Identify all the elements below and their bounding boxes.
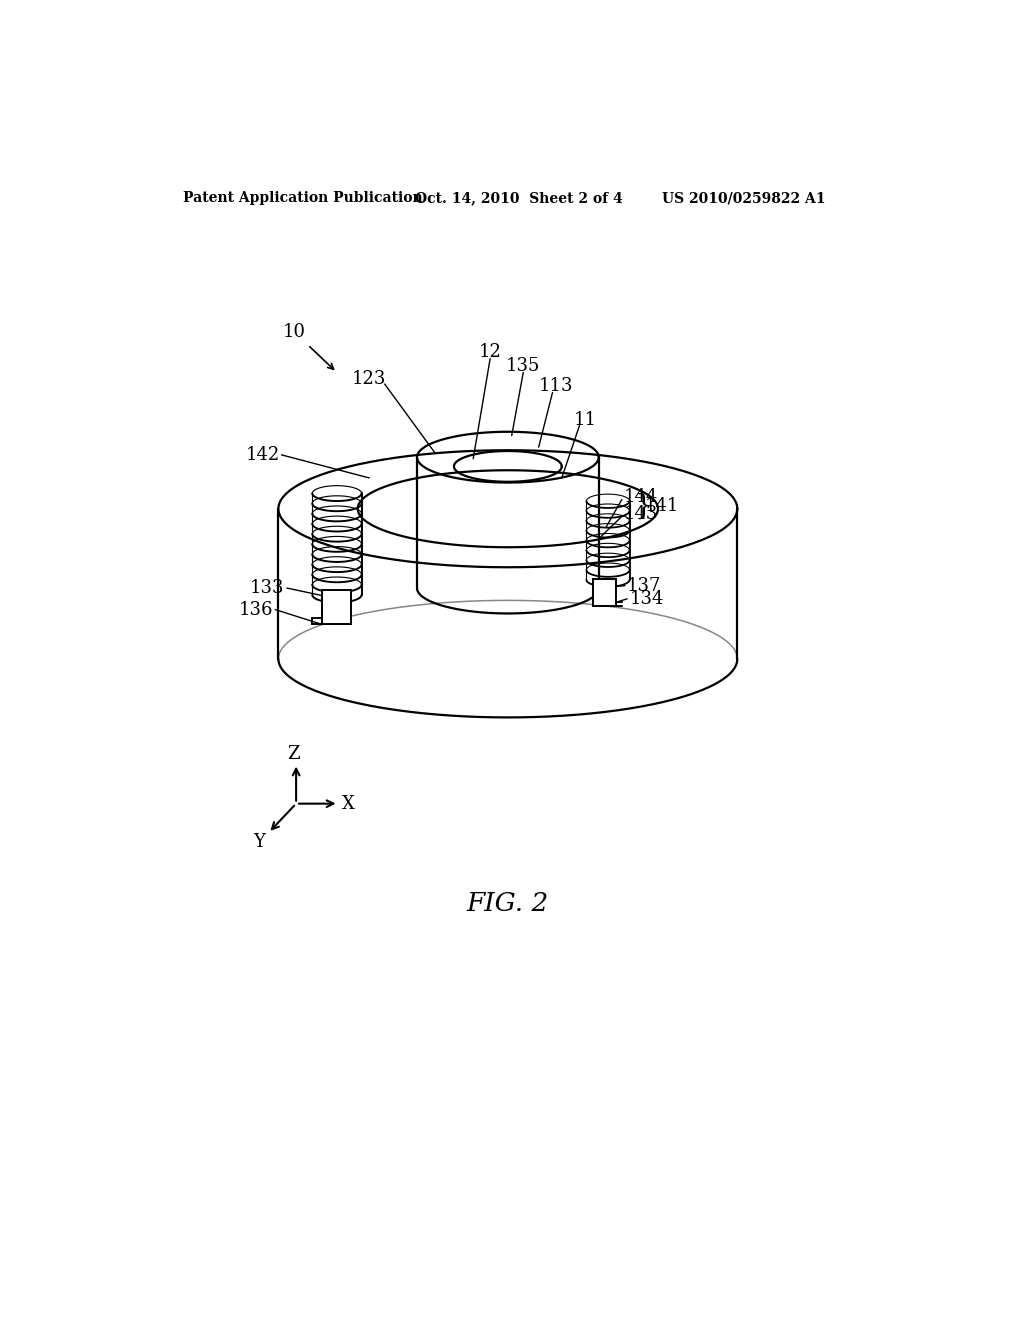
Text: 141: 141 (645, 498, 679, 515)
Text: FIG. 2: FIG. 2 (467, 891, 549, 916)
Text: 12: 12 (478, 343, 502, 362)
Text: }: } (635, 492, 652, 520)
Text: 133: 133 (250, 579, 285, 597)
Text: 113: 113 (539, 378, 572, 395)
Text: Z: Z (288, 746, 300, 763)
Text: 123: 123 (352, 370, 386, 388)
Text: 144: 144 (624, 488, 657, 506)
Bar (593, 578, 615, 606)
Text: US 2010/0259822 A1: US 2010/0259822 A1 (662, 191, 825, 206)
Text: Oct. 14, 2010  Sheet 2 of 4: Oct. 14, 2010 Sheet 2 of 4 (416, 191, 624, 206)
Text: 10: 10 (283, 322, 306, 341)
Text: 137: 137 (628, 577, 662, 595)
Text: 143: 143 (624, 506, 657, 523)
Text: Y: Y (253, 833, 265, 851)
Text: 135: 135 (506, 358, 541, 375)
Text: 134: 134 (630, 590, 664, 607)
Bar (322, 590, 351, 624)
Text: X: X (342, 795, 355, 813)
Text: Patent Application Publication: Patent Application Publication (183, 191, 423, 206)
Text: 136: 136 (239, 601, 273, 619)
Text: 142: 142 (246, 446, 281, 463)
Text: 11: 11 (573, 412, 596, 429)
